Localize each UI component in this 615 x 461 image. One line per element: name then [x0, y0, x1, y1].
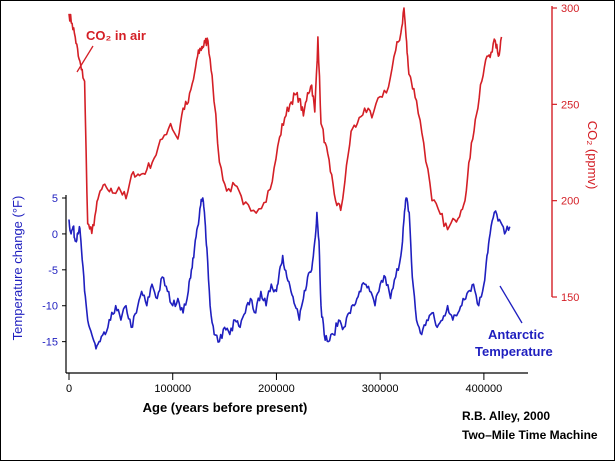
- x-axis-label: Age (years before present): [143, 400, 308, 415]
- left-y-tick-label: -10: [42, 301, 58, 313]
- credit-line2: Two–Mile Time Machine: [462, 428, 598, 442]
- right-y-tick-label: 150: [561, 292, 579, 304]
- temperature-series-line: [68, 197, 511, 350]
- x-tick-label: 100000: [154, 383, 191, 395]
- x-ticks: 0 100000 200000 300000 400000: [66, 373, 502, 395]
- co2-annotation: CO₂ in air: [86, 28, 146, 43]
- right-y-ticks: 300 250 200 150: [552, 3, 579, 304]
- temp-annotation-line2: Temperature: [475, 344, 553, 359]
- co2-series-line: [68, 7, 503, 235]
- x-tick-label: 200000: [258, 383, 295, 395]
- left-y-tick-label: -5: [48, 265, 58, 277]
- right-y-axis-label: CO₂ (ppmv): [585, 121, 600, 190]
- x-tick-label: 300000: [362, 383, 399, 395]
- right-y-tick-label: 250: [561, 99, 579, 111]
- left-y-ticks: 5 0 -5 -10 -15: [42, 193, 66, 349]
- temp-annotation-line1: Antarctic: [488, 327, 544, 342]
- x-tick-label: 0: [66, 383, 72, 395]
- left-y-axis-label: Temperature change (°F): [10, 196, 25, 341]
- left-y-tick-label: -15: [42, 337, 58, 349]
- x-tick-label: 400000: [466, 383, 503, 395]
- co2-annotation-pointer: [76, 45, 94, 73]
- left-y-tick-label: 5: [52, 193, 58, 205]
- right-y-tick-label: 300: [561, 3, 579, 15]
- temp-annotation-pointer: [499, 285, 523, 324]
- right-y-tick-label: 200: [561, 196, 579, 208]
- credit-line1: R.B. Alley, 2000: [462, 409, 550, 423]
- series-group: [68, 7, 511, 350]
- left-y-tick-label: 0: [52, 229, 58, 241]
